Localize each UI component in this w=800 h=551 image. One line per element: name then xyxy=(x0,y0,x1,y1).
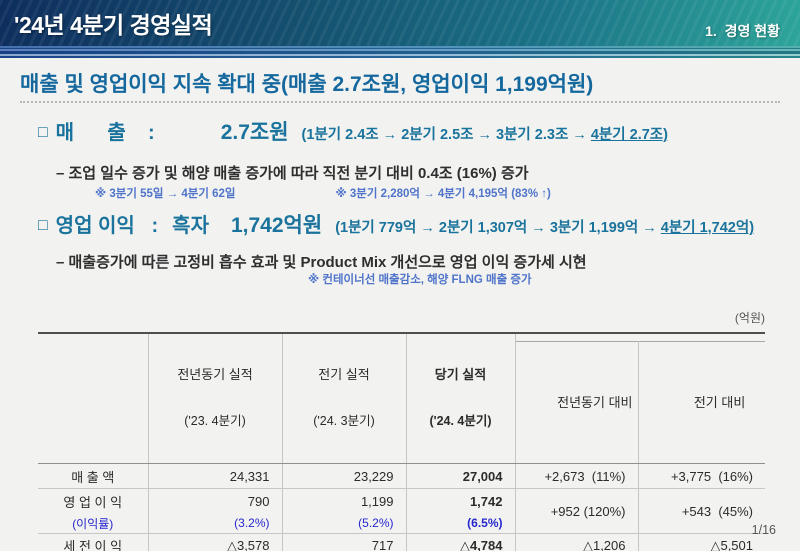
profit-status: 흑자 xyxy=(172,215,209,237)
square-bullet-icon: □ xyxy=(38,124,48,141)
revenue-row: 매 출 액 24,331 23,229 27,004 +2,673 (11%) … xyxy=(38,463,765,490)
profit-trend-highlight: 4분기 1,742억) xyxy=(660,220,755,236)
op-qoq-cell: +543 (45%) xyxy=(637,488,765,535)
header-current-sub: ('24. 4분기) xyxy=(429,413,492,428)
header-prev-year-sub: ('23. 4분기) xyxy=(184,413,246,428)
header-bar: '24년 4분기 경영실적 1. 경영 현황 xyxy=(0,0,800,46)
profit-note: ※ 컨테이너선 매출감소, 해양 FLNG 매출 증가 xyxy=(308,274,532,286)
table-header-row: 전년동기 실적 ('23. 4분기) 전기 실적 ('24. 3분기) 당기 실… xyxy=(38,333,765,465)
header-prev-quarter: 전기 실적 xyxy=(318,367,370,383)
sales-detail: – 조업 일수 증가 및 해양 매출 증가에 따라 직전 분기 대비 0.4조 … xyxy=(56,165,529,182)
header-qoq: 전기 대비 xyxy=(693,394,746,410)
header-qoq-cell: 전기 대비 xyxy=(638,333,765,465)
operating-profit-row: 영 업 이 익 790 1,199 1,742 +952 (120%) +543… xyxy=(38,488,765,535)
pretax-qoq-cell: △5,501 xyxy=(637,533,765,551)
headline: 매출 및 영업이익 지속 확대 중(매출 2.7조원, 영업이익 1,199억원… xyxy=(20,73,594,96)
revenue-prev-year-cell: 24,331 xyxy=(147,463,282,490)
page-number: 1/16 xyxy=(751,523,776,537)
op-current-cell: 1,742 xyxy=(405,488,515,514)
header-prev-year: 전년동기 실적 xyxy=(177,367,253,383)
header-current: 당기 실적 xyxy=(434,367,487,383)
sales-note-days: ※ 3분기 55일 → 4분기 62일 xyxy=(95,188,236,200)
sales-note-offshore: ※ 3분기 2,280억 → 4분기 4,195억 (83% ↑) xyxy=(335,188,551,200)
header-divider xyxy=(0,46,800,58)
margin-prev-year-cell: (3.2%) xyxy=(147,513,282,535)
margin-label-cell: (이익률) xyxy=(38,513,148,535)
header-yoy: 전년동기 대비 xyxy=(557,394,633,410)
header-yoy-cell: 전년동기 대비 xyxy=(514,333,639,465)
sales-trend-prefix: (1분기 2.4조 → 2분기 2.5조 → 3분기 2.3조 → xyxy=(301,127,591,143)
header-prev-year-cell: 전년동기 실적 ('23. 4분기) xyxy=(147,333,282,465)
dotted-separator xyxy=(20,101,780,103)
revenue-current-cell: 27,004 xyxy=(405,463,515,490)
op-prev-quarter-cell: 1,199 xyxy=(281,488,406,514)
margin-current-cell: (6.5%) xyxy=(405,513,515,535)
pretax-row: 세 전 이 익 △3,578 717 △4,784 △1,206 △5,501 xyxy=(38,533,765,551)
revenue-yoy-cell: +2,673 (11%) xyxy=(514,463,638,490)
profit-label: 영업 이익 : xyxy=(55,215,159,237)
op-label-cell: 영 업 이 익 xyxy=(63,494,123,510)
revenue-qoq-cell: +3,775 (16%) xyxy=(637,463,765,490)
pretax-prev-year-cell: △3,578 xyxy=(147,533,282,551)
header-empty-cell xyxy=(38,333,148,465)
sales-notes: ※ 3분기 55일 → 4분기 62일 ※ 3분기 2,280억 → 4분기 4… xyxy=(95,185,551,201)
unit-label: (억원) xyxy=(734,311,765,325)
header-prev-quarter-cell: 전기 실적 ('24. 3분기) xyxy=(281,333,406,465)
section-label: 1. 경영 현황 xyxy=(705,23,780,39)
sales-line: □ 매 출 : 2.7조원 (1분기 2.4조 → 2분기 2.5조 → 3분기… xyxy=(38,116,668,146)
op-prev-year-cell: 790 xyxy=(147,488,282,514)
profit-trend-prefix: (1분기 779억 → 2분기 1,307억 → 3분기 1,199억 → xyxy=(335,220,661,236)
financial-table: 전년동기 실적 ('23. 4분기) 전기 실적 ('24. 3분기) 당기 실… xyxy=(38,332,765,551)
profit-line: □ 영업 이익 : 흑자 1,742억원 (1분기 779억 → 2분기 1,3… xyxy=(38,209,754,239)
sales-trend: (1분기 2.4조 → 2분기 2.5조 → 3분기 2.3조 → 4분기 2.… xyxy=(302,123,668,144)
sales-value: 2.7조원 xyxy=(220,121,289,144)
margin-row: (이익률) (3.2%) (5.2%) (6.5%) xyxy=(38,513,765,535)
pretax-label-cell: 세 전 이 익 xyxy=(63,539,123,551)
sales-trend-highlight: 4분기 2.7조) xyxy=(590,127,668,143)
sales-label: 매 출 : xyxy=(55,122,155,144)
page-title: '24년 4분기 경영실적 xyxy=(14,12,213,38)
header-current-cell: 당기 실적 ('24. 4분기) xyxy=(405,333,515,465)
header-prev-quarter-sub: ('24. 3분기) xyxy=(313,413,375,428)
profit-value: 1,742억원 xyxy=(230,214,323,237)
revenue-label-cell: 매 출 액 xyxy=(38,463,148,490)
pretax-yoy-cell: △1,206 xyxy=(514,533,638,551)
pretax-current-cell: △4,784 xyxy=(405,533,515,551)
revenue-prev-quarter-cell: 23,229 xyxy=(281,463,406,490)
square-bullet-icon: □ xyxy=(38,217,48,234)
pretax-prev-quarter-cell: 717 xyxy=(281,533,406,551)
op-yoy-cell: +952 (120%) xyxy=(514,488,638,535)
profit-detail: – 매출증가에 따른 고정비 흡수 효과 및 Product Mix 개선으로 … xyxy=(56,254,587,271)
margin-prev-quarter-cell: (5.2%) xyxy=(281,513,406,535)
profit-trend: (1분기 779억 → 2분기 1,307억 → 3분기 1,199억 → 4분… xyxy=(335,216,754,237)
